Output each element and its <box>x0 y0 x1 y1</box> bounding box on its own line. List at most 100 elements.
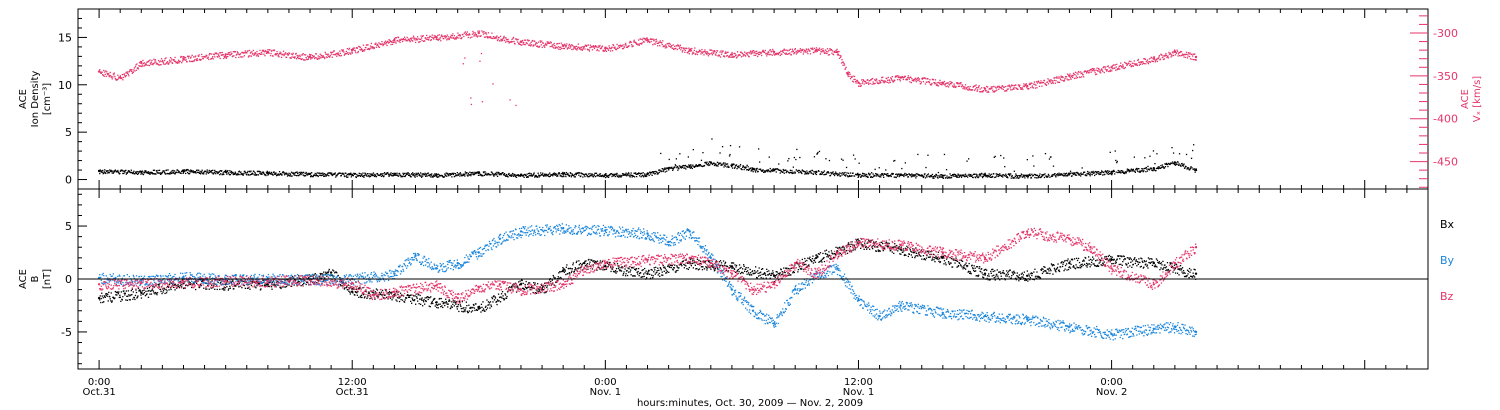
top-density-sample <box>863 173 865 175</box>
top-density-sample <box>1063 172 1065 175</box>
top-speed-sample <box>511 38 513 40</box>
top-speed-sample <box>588 49 590 51</box>
top-speed-sample <box>357 51 359 54</box>
top-density-sample <box>836 174 839 177</box>
top-speed-sample <box>422 35 424 37</box>
top-speed-sample <box>264 49 267 52</box>
bottom-bx-sample <box>221 288 223 290</box>
top-density-sample <box>782 171 784 173</box>
top-speed-sample <box>752 52 754 54</box>
top-density-sample <box>845 174 847 176</box>
top-speed-sample <box>731 56 734 58</box>
top-density-sample <box>146 171 149 173</box>
top-speed-sample <box>912 79 914 81</box>
top-speed-sample <box>214 56 216 58</box>
top-speed-sample <box>856 80 858 82</box>
top-speed-sample <box>504 41 507 43</box>
top-density-sample <box>1050 175 1053 178</box>
top-speed-sample <box>190 56 192 58</box>
top-density-sample <box>1164 163 1166 165</box>
top-speed-sample <box>606 47 609 49</box>
top-density-sample <box>549 172 551 174</box>
top-speed-sample <box>676 48 678 51</box>
top-speed-sample <box>573 46 575 48</box>
top-speed-sample <box>337 52 339 54</box>
top-speed-sample <box>910 82 912 84</box>
top-density-sample <box>988 175 990 177</box>
top-speed-sample <box>771 54 773 56</box>
top-density-sample <box>571 173 573 175</box>
top-density-sample <box>1106 173 1108 175</box>
top-density-sample <box>856 173 858 176</box>
top-density-sample <box>280 173 282 175</box>
top-density-sample <box>433 175 435 177</box>
top-speed-sample <box>1187 55 1189 57</box>
top-speed-sample <box>1120 62 1122 64</box>
top-speed-sample <box>698 51 700 53</box>
top-speed-sample <box>929 79 931 81</box>
bottom-bx-sample <box>286 284 289 286</box>
top-speed-sample <box>1154 61 1157 63</box>
top-density-sample <box>432 176 434 178</box>
top-density-sample <box>580 175 582 177</box>
bottom-bx-sample <box>297 280 299 283</box>
bottom-bx-sample <box>349 291 351 293</box>
top-speed-sample <box>1002 88 1004 90</box>
top-density-sample <box>910 176 912 178</box>
top-speed-sample <box>1059 79 1062 81</box>
top-density-sample <box>444 173 446 175</box>
top-density-sample <box>609 174 611 176</box>
top-density-sample <box>888 175 890 178</box>
bottom-bx-sample <box>307 281 309 283</box>
bottom-bx-sample <box>177 283 179 286</box>
top-speed-sample <box>434 35 436 37</box>
top-density-sample <box>910 174 912 176</box>
top-speed-sample <box>208 54 210 56</box>
top-density-sample <box>310 176 312 178</box>
bottom-bx-sample <box>305 283 307 286</box>
top-speed-sample <box>976 87 978 89</box>
top-speed-sample <box>212 58 214 60</box>
top-speed-sample <box>788 53 790 55</box>
top-density-sample <box>1066 175 1069 177</box>
top-density-sample <box>545 175 547 177</box>
top-speed-sample <box>383 43 385 45</box>
top-speed-sample <box>812 48 814 51</box>
top-density-sample <box>1109 172 1111 175</box>
top-speed-sample <box>218 55 220 58</box>
top-speed-sample <box>639 43 641 45</box>
bottom-bx-sample <box>277 284 279 286</box>
top-speed-sample <box>936 83 938 86</box>
top-speed-sample <box>742 53 744 55</box>
top-speed-sample <box>956 82 959 84</box>
top-density-sample <box>808 172 810 174</box>
top-density-sample <box>1025 174 1027 177</box>
top-density-sample <box>995 176 997 178</box>
top-speed-sample <box>1080 72 1082 75</box>
top-density-sample <box>624 174 626 176</box>
top-speed-sample <box>720 53 723 55</box>
top-density-sample <box>1121 170 1123 172</box>
top-speed-sample <box>364 49 366 51</box>
top-speed-sample <box>1063 80 1065 82</box>
top-speed-sample <box>419 38 421 40</box>
bottom-bx-sample <box>180 285 182 287</box>
bottom-bx-point <box>1026 274 1029 277</box>
top-density-sample <box>1026 159 1028 161</box>
top-density-sample <box>379 174 382 176</box>
top-density-sample <box>364 173 367 175</box>
bottom-bx-sample <box>123 290 125 292</box>
top-speed-sample <box>1068 75 1071 78</box>
top-density-sample <box>627 174 629 177</box>
top-density-sample <box>899 174 901 176</box>
top-speed-sample <box>546 41 548 43</box>
bottom-bx-sample <box>227 281 229 283</box>
top-speed-sample <box>845 66 847 68</box>
top-speed-sample <box>749 51 751 53</box>
top-density-sample <box>441 175 443 177</box>
top-speed-sample <box>202 58 204 60</box>
top-speed-sample <box>424 40 426 42</box>
top-speed-sample <box>878 82 880 85</box>
top-speed-sample <box>1005 85 1007 88</box>
top-density-sample <box>1064 173 1067 175</box>
